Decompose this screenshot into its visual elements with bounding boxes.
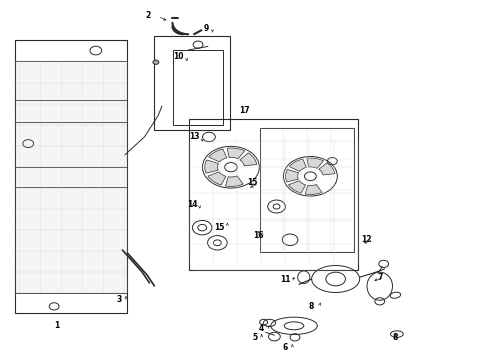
Bar	[173, 50, 222, 125]
Text: 3: 3	[117, 295, 122, 304]
Text: 6: 6	[283, 343, 288, 352]
Text: 15: 15	[246, 179, 257, 188]
Wedge shape	[305, 184, 322, 194]
Text: 1: 1	[54, 321, 59, 330]
Bar	[189, 119, 358, 270]
Text: 16: 16	[253, 231, 264, 240]
Text: 2: 2	[146, 12, 151, 21]
Text: 8: 8	[392, 333, 397, 342]
Text: 4: 4	[259, 324, 264, 333]
Wedge shape	[225, 176, 243, 186]
Text: 13: 13	[189, 132, 199, 141]
Text: 8: 8	[309, 302, 314, 311]
Bar	[154, 36, 230, 130]
Wedge shape	[286, 170, 298, 182]
Wedge shape	[209, 149, 227, 162]
Text: 5: 5	[252, 333, 257, 342]
Bar	[15, 40, 127, 313]
Text: 10: 10	[173, 53, 184, 62]
Text: 14: 14	[187, 199, 197, 209]
Wedge shape	[208, 172, 226, 185]
Text: 7: 7	[377, 273, 382, 282]
Bar	[260, 128, 354, 252]
Text: 12: 12	[361, 235, 372, 244]
Wedge shape	[227, 148, 245, 159]
Text: 11: 11	[280, 275, 291, 284]
Text: 17: 17	[239, 107, 249, 116]
Wedge shape	[307, 158, 323, 168]
Text: 9: 9	[203, 24, 208, 33]
Wedge shape	[289, 159, 306, 171]
Wedge shape	[289, 181, 306, 193]
Wedge shape	[205, 160, 219, 173]
Text: 15: 15	[214, 223, 225, 232]
Wedge shape	[240, 153, 257, 166]
Circle shape	[153, 60, 159, 64]
Wedge shape	[319, 163, 335, 175]
